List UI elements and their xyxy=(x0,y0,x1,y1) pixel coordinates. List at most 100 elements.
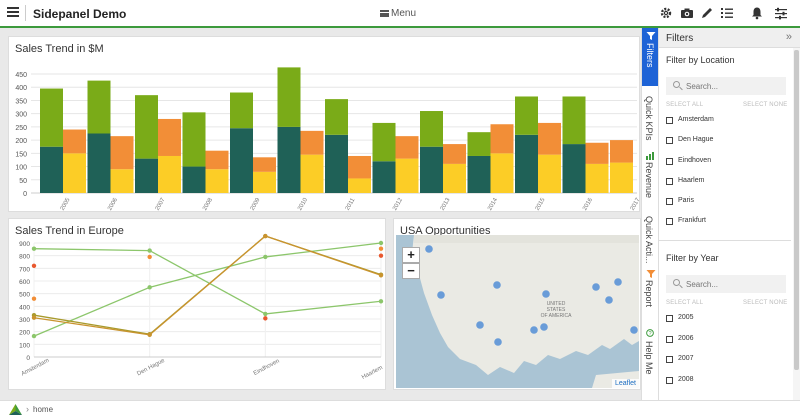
map-marker[interactable] xyxy=(630,326,638,334)
map-marker[interactable] xyxy=(530,326,538,334)
bar-segment-light-green[interactable] xyxy=(277,67,301,127)
location-search-input[interactable] xyxy=(686,80,780,92)
map-marker[interactable] xyxy=(614,278,622,286)
bar-segment-light-green[interactable] xyxy=(420,111,443,147)
line-series[interactable] xyxy=(33,235,382,336)
checkbox[interactable] xyxy=(666,117,673,124)
bar-segment-yellow[interactable] xyxy=(610,162,633,193)
collapse-panel-button[interactable]: » xyxy=(785,31,792,43)
checkbox[interactable] xyxy=(666,198,673,205)
line-point[interactable] xyxy=(263,254,268,260)
bar-segment-dark-green[interactable] xyxy=(40,146,63,193)
bar-segment-yellow[interactable] xyxy=(300,154,324,193)
filters-scrollbar[interactable] xyxy=(793,48,800,400)
checkbox[interactable] xyxy=(666,377,673,384)
bar-segment-yellow[interactable] xyxy=(63,153,86,193)
checkbox[interactable] xyxy=(666,158,673,165)
line-point[interactable] xyxy=(378,273,384,278)
bar-segment-light-green[interactable] xyxy=(87,80,111,134)
bar-segment-dark-green[interactable] xyxy=(182,166,206,193)
bar-segment-orange[interactable] xyxy=(538,122,561,155)
checkbox[interactable] xyxy=(666,356,673,363)
line-point[interactable] xyxy=(31,333,37,339)
bell-icon[interactable] xyxy=(750,6,764,20)
tab-quick-actions[interactable]: Quick Acti... xyxy=(642,212,659,268)
bar-segment-dark-green[interactable] xyxy=(372,161,396,193)
location-search-box[interactable] xyxy=(666,77,786,95)
list-icon[interactable] xyxy=(720,6,734,20)
map-marker[interactable] xyxy=(437,291,445,299)
line-series[interactable] xyxy=(33,248,382,315)
bar-segment-light-green[interactable] xyxy=(40,88,63,147)
bar-segment-yellow[interactable] xyxy=(348,178,371,193)
tab-filters[interactable]: Filters xyxy=(642,28,659,86)
map-view[interactable]: UNITED STATES OF AMERICA + − Leaflet xyxy=(396,235,639,388)
line-point-extra[interactable] xyxy=(263,316,268,321)
map-marker[interactable] xyxy=(493,281,501,289)
bar-segment-light-green[interactable] xyxy=(515,96,538,135)
map-marker[interactable] xyxy=(494,338,502,346)
bar-segment-orange[interactable] xyxy=(610,140,633,163)
bar-segment-dark-green[interactable] xyxy=(467,155,491,193)
bar-segment-dark-green[interactable] xyxy=(230,128,253,193)
map-marker[interactable] xyxy=(542,290,550,298)
checkbox[interactable] xyxy=(666,315,673,322)
checkbox[interactable] xyxy=(666,178,673,185)
camera-icon[interactable] xyxy=(680,6,694,20)
year-search-box[interactable] xyxy=(666,275,786,293)
bar-segment-light-green[interactable] xyxy=(230,92,253,129)
year-item-2007[interactable]: 2007 xyxy=(666,354,726,366)
bar-segment-dark-green[interactable] xyxy=(87,133,111,194)
line-point[interactable] xyxy=(263,233,268,239)
bar-segment-orange[interactable] xyxy=(63,129,86,154)
line-point[interactable] xyxy=(31,246,37,251)
pencil-icon[interactable] xyxy=(700,6,714,20)
line-point[interactable] xyxy=(147,248,152,253)
bar-segment-orange[interactable] xyxy=(158,118,181,156)
tab-revenue[interactable]: Revenue xyxy=(642,150,659,208)
line-point-extra[interactable] xyxy=(378,246,384,251)
bar-segment-light-green[interactable] xyxy=(325,99,348,135)
zoom-in-button[interactable]: + xyxy=(402,247,420,263)
location-item-amsterdam[interactable]: Amsterdam xyxy=(666,115,746,127)
line-point[interactable] xyxy=(263,311,268,317)
location-select-none[interactable]: SELECT NONE xyxy=(743,102,788,108)
bar-segment-dark-green[interactable] xyxy=(277,126,301,193)
bar-segment-orange[interactable] xyxy=(205,150,229,170)
sliders-icon[interactable] xyxy=(774,6,788,20)
bar-segment-yellow[interactable] xyxy=(205,169,229,193)
year-item-2008[interactable]: 2008 xyxy=(666,375,726,387)
tab-help-me[interactable]: ? Help Me xyxy=(642,328,659,396)
location-item-haarlem[interactable]: Haarlem xyxy=(666,176,746,188)
year-item-2005[interactable]: 2005 xyxy=(666,313,726,325)
line-point[interactable] xyxy=(378,240,384,246)
bar-segment-orange[interactable] xyxy=(300,130,324,155)
map-marker[interactable] xyxy=(605,296,613,304)
location-item-eindhoven[interactable]: Eindhoven xyxy=(666,156,746,168)
tab-report[interactable]: Report xyxy=(642,268,659,326)
bar-segment-yellow[interactable] xyxy=(110,169,134,193)
hamburger-menu-icon[interactable] xyxy=(7,7,19,19)
gear-icon[interactable] xyxy=(659,6,673,20)
location-item-den-hague[interactable]: Den Hague xyxy=(666,135,746,147)
location-item-frankfurt[interactable]: Frankfurt xyxy=(666,216,746,228)
bar-segment-yellow[interactable] xyxy=(443,163,466,193)
year-item-2006[interactable]: 2006 xyxy=(666,334,726,346)
bar-segment-dark-green[interactable] xyxy=(420,146,443,193)
bar-segment-yellow[interactable] xyxy=(395,158,419,193)
year-search-input[interactable] xyxy=(686,278,780,290)
year-select-all[interactable]: SELECT ALL xyxy=(666,300,704,306)
line-point[interactable] xyxy=(147,332,152,338)
bar-segment-yellow[interactable] xyxy=(158,155,181,193)
checkbox[interactable] xyxy=(666,218,673,225)
bar-segment-orange[interactable] xyxy=(585,142,609,164)
location-item-paris[interactable]: Paris xyxy=(666,196,746,208)
app-logo-icon[interactable] xyxy=(9,404,22,415)
bar-segment-dark-green[interactable] xyxy=(325,134,348,193)
checkbox[interactable] xyxy=(666,137,673,144)
map-attribution[interactable]: Leaflet xyxy=(611,379,639,388)
line-point[interactable] xyxy=(378,299,384,304)
bar-segment-light-green[interactable] xyxy=(135,95,158,159)
map-marker[interactable] xyxy=(592,283,600,291)
bar-segment-dark-green[interactable] xyxy=(562,144,586,193)
